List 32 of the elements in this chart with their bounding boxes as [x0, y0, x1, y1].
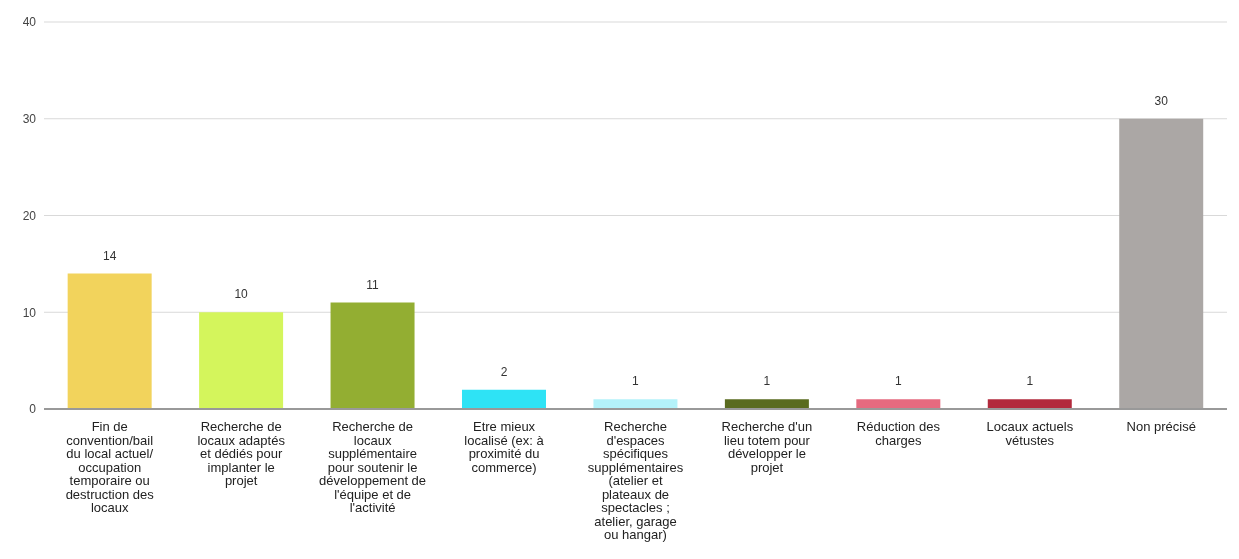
x-tick-label: Recherche de locaux supplémentaire pour soutenir le développement de l'équipe et de l'activité — [319, 419, 427, 515]
y-tick-label: 0 — [29, 402, 37, 417]
data-label: 1 — [1026, 374, 1034, 389]
x-tick-label: Recherche d'un lieu totem pour développer le projet — [721, 419, 813, 475]
data-label: 11 — [366, 277, 380, 292]
bar — [593, 399, 678, 409]
x-tick-label: Non précisé — [1126, 419, 1196, 434]
bar — [856, 399, 941, 409]
data-label: 1 — [894, 374, 902, 389]
y-tick-label: 40 — [22, 15, 37, 30]
bar — [987, 399, 1072, 409]
data-label: 30 — [1154, 93, 1169, 108]
bar — [330, 302, 415, 409]
category-label: Recherche d'espaces spécifiques supplémentaires (atelier et plateaux de spectacles ; atelier, garage ou hangar) — [587, 419, 684, 542]
data-label: 10 — [234, 287, 249, 302]
x-tick-label: Recherche de locaux adaptés et dédiés pour implanter le projet — [197, 419, 286, 488]
y-tick-label: 10 — [22, 305, 37, 320]
data-label: 14 — [102, 248, 117, 263]
bar — [1119, 118, 1204, 409]
x-tick-label: Réduction des charges — [856, 419, 941, 448]
data-label: 1 — [632, 374, 640, 389]
data-label: 1 — [763, 374, 771, 389]
bar — [461, 389, 546, 409]
x-tick-label: Fin de convention/bail du local actuel/ occupation temporaire ou destruction des locaux — [65, 419, 155, 515]
y-tick-label: 30 — [22, 112, 37, 127]
data-label: 2 — [500, 364, 508, 379]
bar — [199, 312, 284, 409]
x-tick-label: Etre mieux localisé (ex: à proximité du commerce) — [464, 419, 545, 475]
x-tick-label: Locaux actuels vétustes — [986, 419, 1074, 448]
y-tick-label: 20 — [22, 208, 37, 223]
bar — [724, 399, 809, 409]
bar — [67, 273, 152, 409]
